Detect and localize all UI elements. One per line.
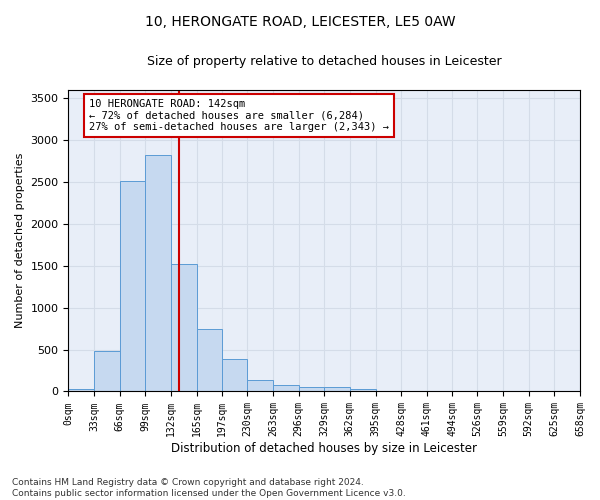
Bar [197, 328, 221, 392]
Title: Size of property relative to detached houses in Leicester: Size of property relative to detached ho… [147, 55, 502, 68]
Y-axis label: Number of detached properties: Number of detached properties [15, 153, 25, 328]
Bar [120, 182, 145, 392]
Text: Contains HM Land Registry data © Crown copyright and database right 2024.
Contai: Contains HM Land Registry data © Crown c… [12, 478, 406, 498]
Bar [299, 387, 324, 392]
Bar [247, 380, 273, 392]
X-axis label: Distribution of detached houses by size in Leicester: Distribution of detached houses by size … [171, 442, 477, 455]
Bar [350, 389, 376, 392]
Text: 10, HERONGATE ROAD, LEICESTER, LE5 0AW: 10, HERONGATE ROAD, LEICESTER, LE5 0AW [145, 15, 455, 29]
Bar [324, 387, 350, 392]
Bar [68, 389, 94, 392]
Bar [145, 156, 171, 392]
Bar [171, 264, 197, 392]
Text: 10 HERONGATE ROAD: 142sqm
← 72% of detached houses are smaller (6,284)
27% of se: 10 HERONGATE ROAD: 142sqm ← 72% of detac… [89, 99, 389, 132]
Bar [273, 385, 299, 392]
Bar [221, 359, 247, 392]
Bar [94, 352, 120, 392]
